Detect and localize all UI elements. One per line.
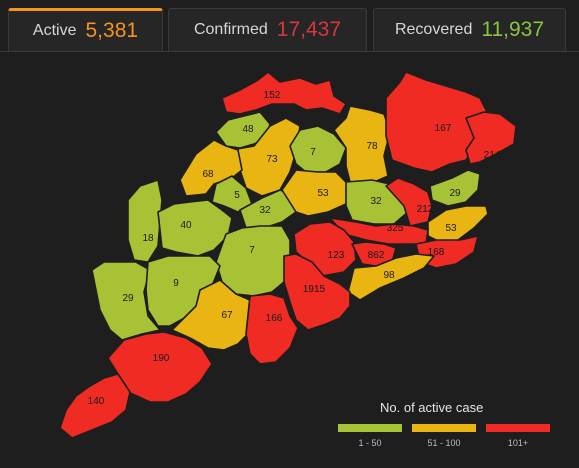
- district-case-count: 40: [180, 220, 192, 231]
- district-case-count: 32: [370, 196, 382, 207]
- tab-active-value: 5,381: [85, 19, 139, 42]
- tab-recovered-value: 11,937: [481, 18, 545, 41]
- tab-active[interactable]: Active 5,381: [8, 8, 163, 51]
- tab-confirmed-label: Confirmed: [193, 21, 268, 38]
- district-case-count: 325: [387, 223, 404, 234]
- legend-label-low: 1 - 50: [358, 438, 382, 448]
- district-case-count: 167: [435, 123, 452, 134]
- district-case-count: 98: [383, 270, 395, 281]
- district-case-count: 68: [202, 169, 214, 180]
- district-case-count: 18: [142, 233, 154, 244]
- district-case-count: 123: [328, 250, 345, 261]
- legend-swatch-mid: [412, 424, 476, 432]
- district-region[interactable]: [59, 373, 131, 439]
- district-case-count: 73: [266, 154, 278, 165]
- district-case-count: 78: [366, 141, 378, 152]
- district-region[interactable]: [429, 169, 481, 207]
- district-region[interactable]: [221, 71, 347, 115]
- legend-swatch-high: [486, 424, 550, 432]
- district-case-count: 862: [368, 250, 385, 261]
- district-region[interactable]: [231, 117, 301, 197]
- district-case-count: 152: [264, 90, 281, 101]
- legend-label-high: 101+: [507, 438, 529, 448]
- district-case-count: 48: [242, 124, 254, 135]
- district-region[interactable]: [333, 105, 391, 183]
- district-region[interactable]: [351, 241, 397, 267]
- tab-recovered-label: Recovered: [394, 21, 473, 38]
- district-region[interactable]: [245, 293, 299, 365]
- district-case-count: 190: [153, 353, 170, 364]
- tab-confirmed-value: 17,437: [276, 18, 342, 41]
- district-case-count: 7: [249, 245, 255, 256]
- stat-tabs: Active 5,381 Confirmed 17,437 Recovered …: [0, 0, 579, 52]
- legend-title: No. of active case: [380, 400, 484, 415]
- district-case-count: 32: [259, 205, 271, 216]
- tab-active-label: Active: [32, 22, 77, 39]
- legend-swatch-low: [338, 424, 402, 432]
- tab-recovered[interactable]: Recovered 11,937: [373, 8, 566, 51]
- district-region[interactable]: [91, 261, 161, 341]
- district-case-count: 168: [428, 247, 445, 258]
- district-region[interactable]: [157, 199, 233, 257]
- district-case-count: 140: [88, 396, 105, 407]
- district-case-count: 5: [234, 190, 240, 201]
- map-legend: 1 - 50 51 - 100 101+: [338, 424, 552, 448]
- tab-divider: [0, 51, 579, 52]
- district-case-count: 53: [317, 188, 329, 199]
- district-region[interactable]: [329, 217, 429, 245]
- district-case-count: 212: [417, 204, 434, 215]
- district-region[interactable]: [127, 179, 163, 263]
- district-case-count: 67: [221, 310, 233, 321]
- district-case-count: 7: [310, 147, 316, 158]
- district-region[interactable]: [171, 279, 257, 351]
- district-case-count: 214: [484, 150, 501, 161]
- district-region[interactable]: [465, 111, 517, 165]
- district-case-count: 29: [122, 293, 134, 304]
- district-region[interactable]: [347, 253, 435, 301]
- legend-label-mid: 51 - 100: [427, 438, 461, 448]
- district-case-count: 9: [173, 278, 179, 289]
- district-region[interactable]: [283, 253, 351, 331]
- district-case-count: 166: [266, 313, 283, 324]
- district-case-count: 53: [445, 223, 457, 234]
- district-case-count: 29: [449, 188, 461, 199]
- district-region[interactable]: [289, 125, 347, 173]
- district-region[interactable]: [385, 177, 433, 227]
- tab-confirmed[interactable]: Confirmed 17,437: [168, 8, 367, 51]
- district-region[interactable]: [427, 205, 489, 243]
- district-case-count: 1915: [303, 284, 326, 295]
